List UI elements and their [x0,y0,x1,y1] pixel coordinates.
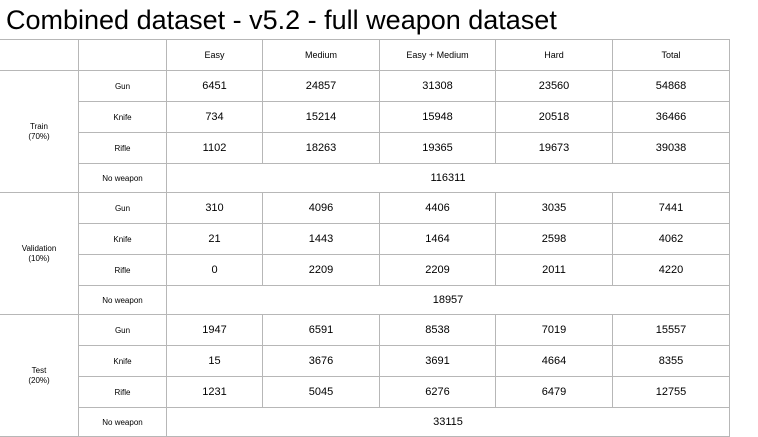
value-cell: 31308 [379,70,496,102]
value-cell: 18263 [262,132,380,164]
column-header-hard: Hard [495,39,613,71]
table-row: No weapon 18957 [0,285,730,315]
value-cell: 6479 [495,376,613,408]
value-cell: 39038 [612,132,730,164]
value-cell: 4220 [612,254,730,286]
category-cell: Rifle [78,254,167,286]
document-title: Combined dataset - v5.2 - full weapon da… [6,5,557,35]
value-cell: 2209 [379,254,496,286]
category-cell: Rifle [78,132,167,164]
value-cell: 1947 [166,314,263,346]
corner-cell [0,39,79,71]
table-row: Validation (10%) Gun 310 4096 4406 3035 … [0,192,730,315]
value-cell: 4062 [612,223,730,255]
value-cell: 19365 [379,132,496,164]
value-cell: 21 [166,223,263,255]
header-row: Easy Medium Easy + Medium Hard Total [0,39,730,71]
split-cell-train: Train (70%) [0,70,79,193]
value-cell: 15557 [612,314,730,346]
value-cell: 3676 [262,345,380,377]
value-cell: 4096 [262,192,380,224]
value-cell: 1231 [166,376,263,408]
value-cell: 54868 [612,70,730,102]
split-label: Test [31,365,47,375]
table-row: No weapon 33115 [0,407,730,437]
value-cell: 6276 [379,376,496,408]
value-cell: 23560 [495,70,613,102]
value-cell: 4664 [495,345,613,377]
value-cell: 6591 [262,314,380,346]
value-cell: 15214 [262,101,380,133]
no-weapon-value-cell: 116311 [166,163,730,193]
value-cell: 8538 [379,314,496,346]
value-cell: 734 [166,101,263,133]
value-cell: 3035 [495,192,613,224]
category-cell: Rifle [78,376,167,408]
category-cell: Knife [78,101,167,133]
value-cell: 3691 [379,345,496,377]
value-cell: 20518 [495,101,613,133]
table-row: Knife 734 15214 15948 20518 36466 [0,101,730,133]
no-weapon-label-cell: No weapon [78,163,167,193]
value-cell: 5045 [262,376,380,408]
split-label: Train [30,121,48,131]
value-cell: 15 [166,345,263,377]
value-cell: 15948 [379,101,496,133]
no-weapon-value-cell: 33115 [166,407,730,437]
category-cell: Gun [78,192,167,224]
table-row: Train (70%) Gun 6451 24857 31308 23560 5… [0,70,730,193]
no-weapon-value-cell: 18957 [166,285,730,315]
value-cell: 36466 [612,101,730,133]
value-cell: 8355 [612,345,730,377]
value-cell: 24857 [262,70,380,102]
value-cell: 0 [166,254,263,286]
split-label: Validation [21,243,57,253]
table-row: Knife 21 1443 1464 2598 4062 [0,223,730,255]
table-row: Rifle 0 2209 2209 2011 4220 [0,254,730,286]
value-cell: 1443 [262,223,380,255]
table-row: No weapon 116311 [0,163,730,193]
column-header-easy: Easy [166,39,263,71]
split-percent: (20%) [28,375,50,385]
value-cell: 2209 [262,254,380,286]
table-row: Rifle 1102 18263 19365 19673 39038 [0,132,730,164]
no-weapon-label-cell: No weapon [78,407,167,437]
table-row: Knife 15 3676 3691 4664 8355 [0,345,730,377]
dataset-table: Easy Medium Easy + Medium Hard Total Tra… [0,39,730,437]
table-row: Rifle 1231 5045 6276 6479 12755 [0,376,730,408]
value-cell: 1102 [166,132,263,164]
value-cell: 2011 [495,254,613,286]
value-cell: 7441 [612,192,730,224]
split-cell-validation: Validation (10%) [0,192,79,315]
category-cell: Gun [78,314,167,346]
table-row: Test (20%) Gun 1947 6591 8538 7019 15557 [0,314,730,437]
column-header-easy-medium: Easy + Medium [379,39,496,71]
column-header-medium: Medium [262,39,380,71]
no-weapon-label-cell: No weapon [78,285,167,315]
column-header-total: Total [612,39,730,71]
split-cell-test: Test (20%) [0,314,79,437]
category-cell: Knife [78,223,167,255]
category-cell: Knife [78,345,167,377]
value-cell: 4406 [379,192,496,224]
value-cell: 6451 [166,70,263,102]
value-cell: 7019 [495,314,613,346]
value-cell: 1464 [379,223,496,255]
category-header-cell [78,39,167,71]
value-cell: 2598 [495,223,613,255]
value-cell: 12755 [612,376,730,408]
split-percent: (70%) [28,131,50,141]
value-cell: 310 [166,192,263,224]
split-percent: (10%) [28,253,50,263]
value-cell: 19673 [495,132,613,164]
category-cell: Gun [78,70,167,102]
